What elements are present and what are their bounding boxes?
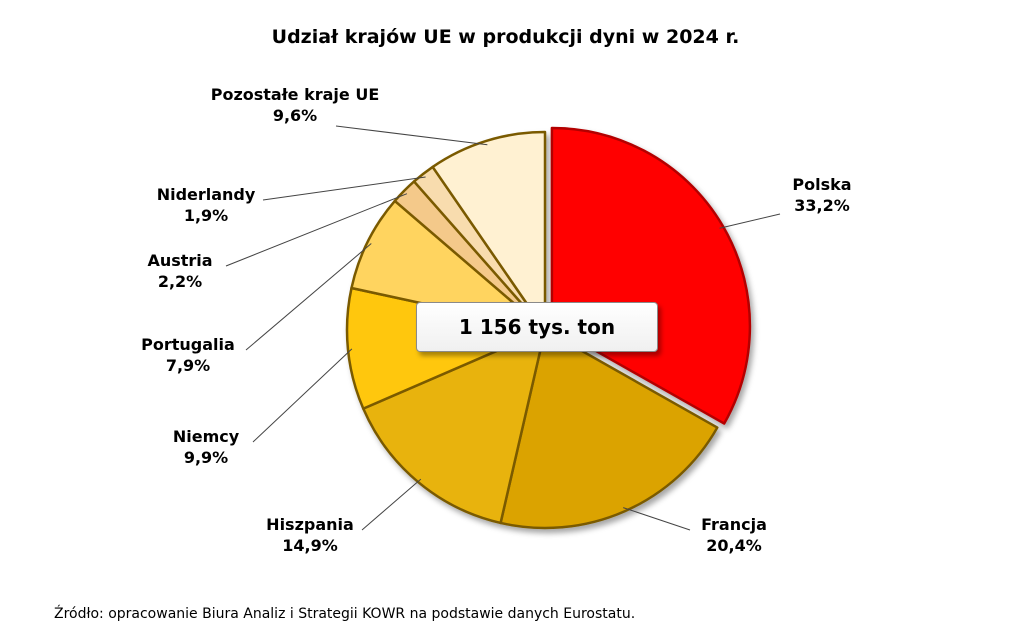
pie-slices	[345, 126, 752, 530]
slice-name-label: Hiszpania	[266, 515, 354, 534]
pie-slice-hiszpania	[362, 328, 547, 525]
slice-value-label: 9,6%	[273, 106, 317, 125]
slice-value-label: 1,9%	[184, 206, 228, 225]
leader-line	[361, 478, 422, 531]
center-total-box: 1 156 tys. ton	[416, 302, 658, 352]
slice-name-label: Niderlandy	[157, 185, 256, 204]
pie-slice-francja	[499, 328, 719, 530]
slice-value-label: 7,9%	[166, 356, 210, 375]
leader-line	[623, 507, 691, 531]
slice-value-label: 33,2%	[794, 196, 850, 215]
pie-slice-pozostałe-kraje-ue	[431, 130, 547, 332]
pie-slice-portugalia	[350, 199, 547, 332]
slice-name-label: Austria	[147, 251, 212, 270]
leader-line	[719, 213, 781, 229]
slice-name-label: Niemcy	[173, 427, 240, 446]
source-note: Źródło: opracowanie Biura Analiz i Strat…	[54, 606, 636, 622]
leader-line	[225, 193, 408, 267]
slice-value-label: 9,9%	[184, 448, 228, 467]
slice-value-label: 14,9%	[282, 536, 338, 555]
slice-name-label: Polska	[792, 175, 851, 194]
slice-name-label: Pozostałe kraje UE	[211, 85, 380, 104]
slice-name-label: Francja	[701, 515, 767, 534]
leader-line	[245, 243, 372, 351]
slice-value-label: 2,2%	[158, 272, 202, 291]
leader-line	[262, 176, 426, 201]
leader-line	[335, 125, 488, 146]
slice-labels: Polska 33,2% Francja 20,4% Hiszpania 14,9% Nie…	[141, 85, 851, 555]
slice-name-label: Portugalia	[141, 335, 235, 354]
chart-title: Udział krajów UE w produkcji dyni w 2024…	[271, 26, 740, 48]
slice-value-label: 20,4%	[706, 536, 762, 555]
leader-lines	[225, 125, 781, 531]
leader-line	[252, 348, 353, 443]
